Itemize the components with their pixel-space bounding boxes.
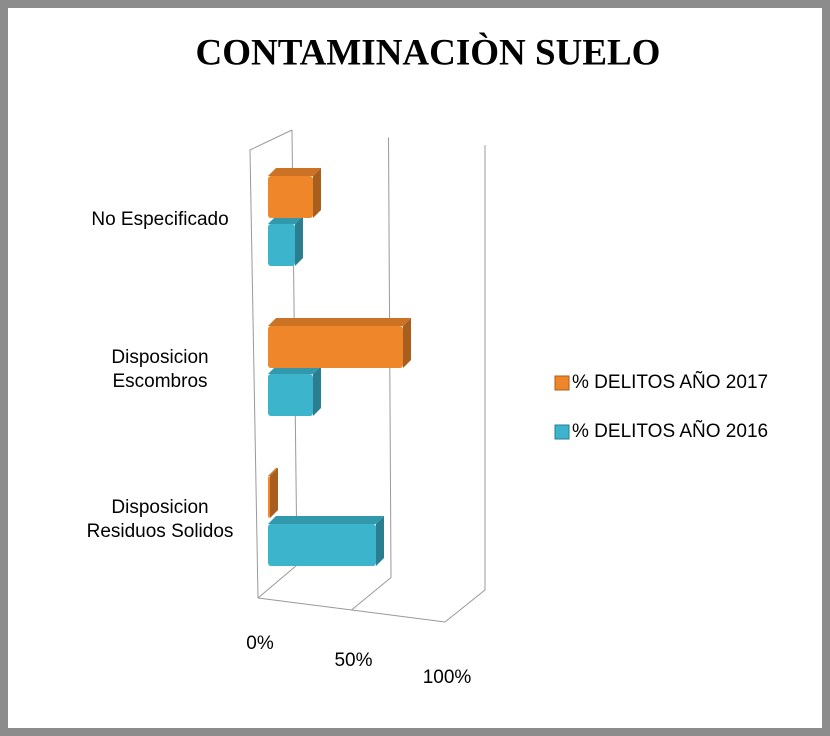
bar — [268, 326, 403, 368]
bar-top — [268, 516, 384, 524]
bar — [268, 476, 270, 518]
x-tick-label: 100% — [423, 667, 472, 688]
label-line: Escombros — [112, 371, 207, 392]
label-line: No Especificado — [91, 209, 228, 230]
side-wall — [249, 129, 293, 599]
label-line: Disposicion — [111, 497, 208, 518]
bar — [268, 176, 313, 218]
y-tick-label: Disposicion Residuos Solidos — [87, 497, 234, 542]
bar-end — [376, 516, 384, 566]
chart-title: CONTAMINACIÒN SUELO — [196, 31, 661, 73]
x-tick-label: 0% — [246, 633, 274, 654]
grid-line — [444, 145, 486, 623]
legend-swatch — [554, 375, 570, 391]
bar-top — [268, 318, 411, 326]
floor-edge — [257, 597, 446, 623]
bar-end — [403, 318, 411, 368]
bar-end — [313, 366, 321, 416]
bar-end — [313, 168, 321, 218]
bar — [268, 524, 376, 566]
y-tick-label: Disposicion Escombros — [111, 347, 208, 392]
bar-top — [268, 168, 321, 176]
grid-line — [351, 137, 392, 611]
x-tick-label: 50% — [334, 650, 372, 671]
bar-end — [270, 468, 278, 518]
legend-swatch — [554, 424, 570, 440]
bar — [268, 224, 295, 266]
bar-end — [295, 216, 303, 266]
label-line: Disposicion — [111, 347, 208, 368]
y-tick-label: No Especificado — [91, 209, 228, 230]
bar-top — [268, 468, 278, 476]
legend-label: % DELITOS AÑO 2016 — [572, 420, 768, 442]
label-line: Residuos Solidos — [87, 521, 234, 542]
legend-label: % DELITOS AÑO 2017 — [572, 371, 768, 393]
bar — [268, 374, 313, 416]
